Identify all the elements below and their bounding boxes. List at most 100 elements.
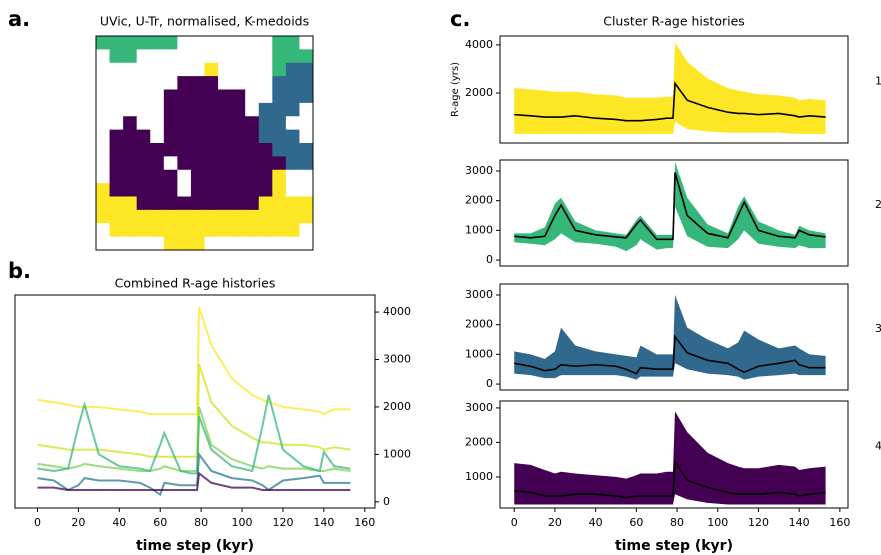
map-cell [177, 156, 192, 171]
map-cell [258, 236, 273, 251]
map-cell [272, 116, 287, 131]
map-cell [109, 102, 124, 117]
map-cell [123, 62, 138, 77]
y-tick-label: 3000 [465, 401, 493, 414]
x-tick-label: 40 [112, 516, 126, 529]
map-cell [245, 102, 260, 117]
map-cell [245, 36, 260, 50]
x-axis-label: time step (kyr) [136, 538, 254, 554]
map-cell [190, 36, 205, 50]
map-cell [96, 156, 111, 171]
map-cell [96, 236, 111, 251]
map-cell [258, 76, 273, 90]
map-cell [177, 196, 192, 211]
series-line [37, 307, 351, 416]
map-cell [204, 36, 219, 50]
map-cell [123, 236, 138, 251]
map-cell [96, 116, 111, 131]
map-cell [231, 236, 246, 251]
map-cell [299, 129, 314, 144]
map-cell [285, 129, 300, 144]
map-cell [150, 49, 165, 64]
map-cell [150, 196, 165, 211]
x-tick-label: 60 [153, 516, 167, 529]
map-cell [163, 102, 178, 117]
map-cell [204, 129, 219, 144]
map-cell [258, 196, 273, 211]
map-cell [163, 183, 178, 197]
map-cell [109, 236, 124, 251]
map-cell [285, 36, 300, 50]
map-cell [218, 236, 233, 251]
map-cell [96, 49, 111, 64]
map-cell [218, 156, 233, 171]
map-cell [285, 49, 300, 64]
map-cell [285, 196, 300, 211]
map-cell [231, 183, 246, 197]
map-cell [258, 129, 273, 144]
x-tick-label: 0 [34, 516, 41, 529]
y-tick-label: 2000 [465, 194, 493, 207]
map-cell [245, 143, 260, 157]
map-cell [136, 76, 151, 90]
map-cell [190, 143, 205, 157]
map-cell [285, 62, 300, 77]
map-cell [285, 156, 300, 171]
cluster-band [514, 42, 826, 134]
map-cell [96, 76, 111, 90]
map-cell [272, 36, 287, 50]
map-cell [285, 236, 300, 251]
x-tick-label: 20 [548, 516, 562, 529]
map-cell [258, 89, 273, 104]
map-cell [136, 102, 151, 117]
panel-label: b. [8, 259, 31, 283]
series-line [37, 406, 351, 472]
map-cell [231, 89, 246, 104]
map-cell [123, 223, 138, 238]
map-cell [109, 223, 124, 238]
y-tick-label: 1000 [465, 470, 493, 483]
map-cell [109, 156, 124, 171]
map-cell [245, 89, 260, 104]
map-cell [190, 89, 205, 104]
map-cell [245, 223, 260, 238]
map-cell [258, 143, 273, 157]
map-cell [96, 196, 111, 211]
y-tick-label: 2000 [465, 318, 493, 331]
y-tick-label: 2000 [383, 400, 411, 413]
x-tick-label: 140 [789, 516, 810, 529]
map-cell [299, 62, 314, 77]
map-cell [109, 143, 124, 157]
map-cell [163, 116, 178, 131]
map-cell [150, 89, 165, 104]
map-cell [96, 89, 111, 104]
x-tick-label: 140 [313, 516, 334, 529]
map-cell [218, 102, 233, 117]
map-cell [204, 236, 219, 251]
chart-title: Combined R-age histories [115, 276, 276, 291]
map-cell [190, 49, 205, 64]
map-cell [109, 76, 124, 90]
map-cell [163, 223, 178, 238]
map-cell [177, 183, 192, 197]
y-tick-label: 3000 [465, 164, 493, 177]
map-cell [136, 156, 151, 171]
map-cell [136, 143, 151, 157]
map-cell [123, 183, 138, 197]
map-cell [299, 49, 314, 64]
map-cell [218, 116, 233, 131]
map-cell [204, 143, 219, 157]
map-cell [285, 116, 300, 131]
map-cell [136, 62, 151, 77]
map-cell [231, 102, 246, 117]
map-cell [150, 102, 165, 117]
map-cell [177, 36, 192, 50]
map-cell [258, 62, 273, 77]
map-cell [245, 62, 260, 77]
map-cell [190, 129, 205, 144]
map-cell [136, 196, 151, 211]
map-cell [150, 156, 165, 171]
chart-title: UVic, U-Tr, normalised, K-medoids [100, 14, 309, 29]
map-cell [299, 76, 314, 90]
map-cell [272, 102, 287, 117]
